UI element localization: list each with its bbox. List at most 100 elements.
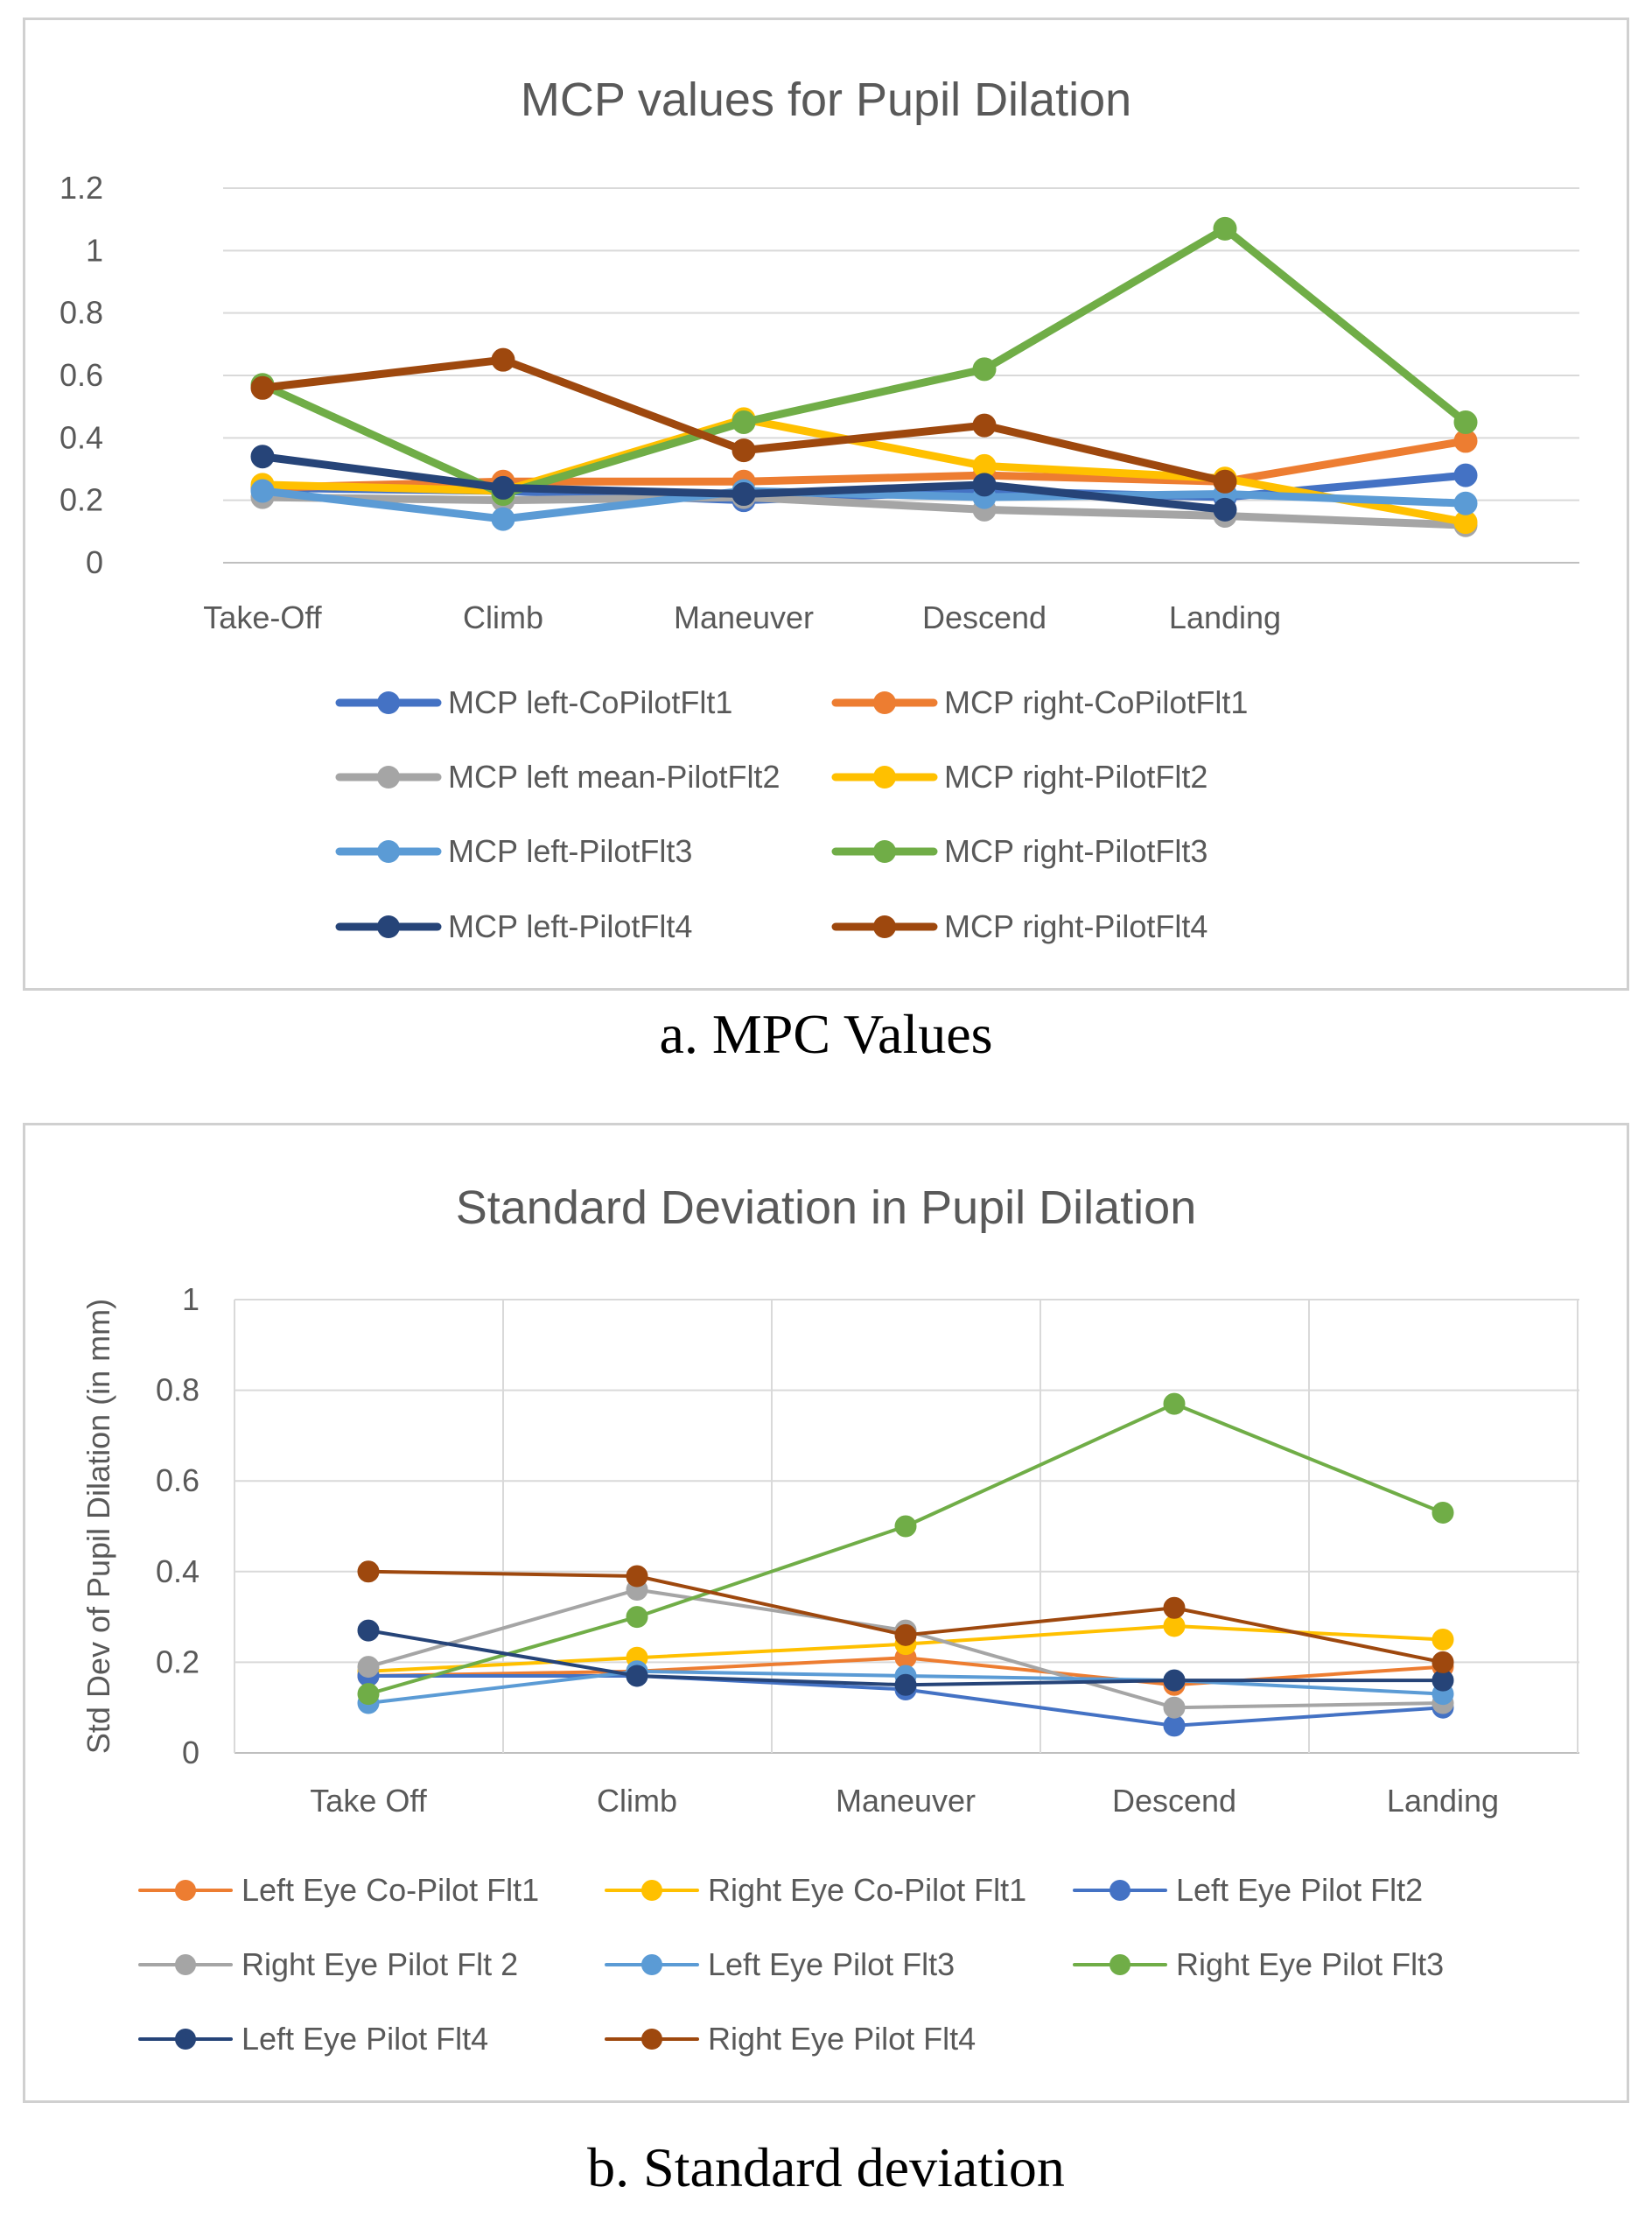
legend-swatch-marker xyxy=(175,1880,196,1901)
series-left-eye-pilot-flt4 xyxy=(357,1619,1454,1696)
y-tick-label: 0.6 xyxy=(60,357,103,393)
x-tick-label: Landing xyxy=(1387,1783,1499,1819)
data-point xyxy=(357,1656,380,1679)
legend-swatch-marker xyxy=(873,766,896,789)
data-point xyxy=(250,445,275,469)
data-point xyxy=(1163,1696,1186,1719)
caption-standard-deviation: b. Standard deviation xyxy=(587,2136,1065,2198)
data-point xyxy=(972,473,997,497)
data-point xyxy=(357,1683,380,1706)
legend-label: MCP left-PilotFlt3 xyxy=(448,833,692,869)
data-point xyxy=(1453,491,1478,515)
legend-swatch-marker xyxy=(175,2029,196,2050)
y-tick-label: 0.6 xyxy=(156,1462,200,1498)
data-point xyxy=(972,413,997,438)
data-point xyxy=(972,357,997,382)
legend-label: MCP right-PilotFlt2 xyxy=(944,759,1208,795)
x-tick-label: Climb xyxy=(597,1783,677,1819)
legend-label: Left Eye Co-Pilot Flt1 xyxy=(242,1872,539,1908)
series-mcp-right-pilotflt3 xyxy=(250,216,1478,507)
data-point xyxy=(1432,1629,1454,1651)
legend-swatch-marker xyxy=(377,915,400,938)
data-point xyxy=(894,1515,917,1538)
series-mcp-right-pilotflt4 xyxy=(250,347,1237,494)
chart-mcp-values: MCP values for Pupil Dilation 0 0.2 0.4 0.6 0… xyxy=(60,74,1579,944)
x-tick-label: Descend xyxy=(922,599,1046,635)
data-point xyxy=(491,475,515,500)
legend-label: MCP right-PilotFlt4 xyxy=(944,908,1208,944)
x-tick-label: Take-Off xyxy=(203,599,322,635)
legend-label: Right Eye Pilot Flt4 xyxy=(708,2021,976,2057)
legend-item: Right Eye Co-Pilot Flt1 xyxy=(605,1872,1026,1908)
series-line xyxy=(258,415,1470,527)
series-line xyxy=(258,224,1470,499)
legend-label: Right Eye Pilot Flt3 xyxy=(1176,1946,1444,1982)
legend-item: Left Eye Pilot Flt2 xyxy=(1073,1872,1423,1908)
legend-item: Right Eye Pilot Flt 2 xyxy=(138,1946,518,1982)
data-point xyxy=(626,1565,648,1588)
x-tick-label: Maneuver xyxy=(836,1783,976,1819)
data-point xyxy=(732,438,756,463)
legend-label: Left Eye Pilot Flt2 xyxy=(1176,1872,1423,1908)
chart-title: Standard Deviation in Pupil Dilation xyxy=(456,1181,1197,1234)
data-point xyxy=(491,347,515,372)
data-point xyxy=(357,1619,380,1642)
y-tick-label: 1.2 xyxy=(60,170,103,206)
y-tick-label: 0 xyxy=(86,544,103,580)
legend-item: MCP left-PilotFlt4 xyxy=(335,908,692,944)
legend-item: MCP right-PilotFlt4 xyxy=(831,908,1208,944)
data-point xyxy=(894,1623,917,1646)
y-tick-label: 0.2 xyxy=(60,482,103,518)
y-axis-title: Std Dev of Pupil Dilation (in mm) xyxy=(80,1299,116,1754)
legend-label: Right Eye Pilot Flt 2 xyxy=(242,1946,518,1982)
legend-swatch-marker xyxy=(377,691,400,714)
data-point xyxy=(1213,216,1237,241)
legend-swatch-marker xyxy=(1110,1880,1130,1901)
legend-item: Right Eye Pilot Flt3 xyxy=(1073,1946,1444,1982)
data-point xyxy=(1453,463,1478,487)
caption-mpc-values: a. MPC Values xyxy=(659,1003,993,1065)
legend-swatch-marker xyxy=(175,1954,196,1975)
legend-swatch-marker xyxy=(1110,1954,1130,1975)
data-point xyxy=(1432,1651,1454,1673)
legend-label: MCP right-CoPilotFlt1 xyxy=(944,684,1248,720)
legend-swatch-marker xyxy=(641,1954,662,1975)
legend-swatch-marker xyxy=(873,915,896,938)
series-line xyxy=(258,493,1470,529)
data-point xyxy=(250,479,275,503)
legend-swatch-marker xyxy=(873,840,896,863)
legend-label: Left Eye Pilot Flt4 xyxy=(242,2021,488,2057)
y-tick-label: 0.2 xyxy=(156,1644,200,1679)
data-point xyxy=(1163,1596,1186,1619)
legend-item: MCP left-CoPilotFlt1 xyxy=(335,684,732,720)
legend-item: MCP left mean-PilotFlt2 xyxy=(335,759,780,795)
y-tick-label: 0 xyxy=(182,1735,200,1770)
series-right-eye-pilot-flt4 xyxy=(357,1560,1454,1673)
x-tick-label: Climb xyxy=(463,599,543,635)
legend-label: MCP right-PilotFlt3 xyxy=(944,833,1208,869)
legend-label: MCP left-CoPilotFlt1 xyxy=(448,684,732,720)
chart-title: MCP values for Pupil Dilation xyxy=(521,74,1131,126)
legend-item: MCP right-PilotFlt2 xyxy=(831,759,1208,795)
data-point xyxy=(1213,469,1237,494)
series-line xyxy=(258,487,1470,523)
y-tick-label: 0.8 xyxy=(156,1372,200,1408)
legend-item: Left Eye Pilot Flt4 xyxy=(138,2021,488,2057)
y-tick-label: 1 xyxy=(86,232,103,268)
series-right-eye-pilot-flt3 xyxy=(357,1392,1454,1706)
data-point xyxy=(1453,410,1478,434)
y-tick-label: 0.4 xyxy=(156,1553,200,1589)
legend-swatch-marker xyxy=(641,1880,662,1901)
legend-item: MCP right-CoPilotFlt1 xyxy=(831,684,1248,720)
legend-label: MCP left-PilotFlt4 xyxy=(448,908,692,944)
data-point xyxy=(732,410,756,434)
data-point xyxy=(250,375,275,400)
y-tick-label: 0.4 xyxy=(60,419,103,455)
data-point xyxy=(1213,497,1237,522)
y-tick-label: 0.8 xyxy=(60,295,103,331)
legend-label: Left Eye Pilot Flt3 xyxy=(708,1946,955,1982)
x-tick-label: Maneuver xyxy=(674,599,814,635)
legend-item: Left Eye Co-Pilot Flt1 xyxy=(138,1872,539,1908)
chart-panel-std-dev xyxy=(23,1123,1629,2103)
